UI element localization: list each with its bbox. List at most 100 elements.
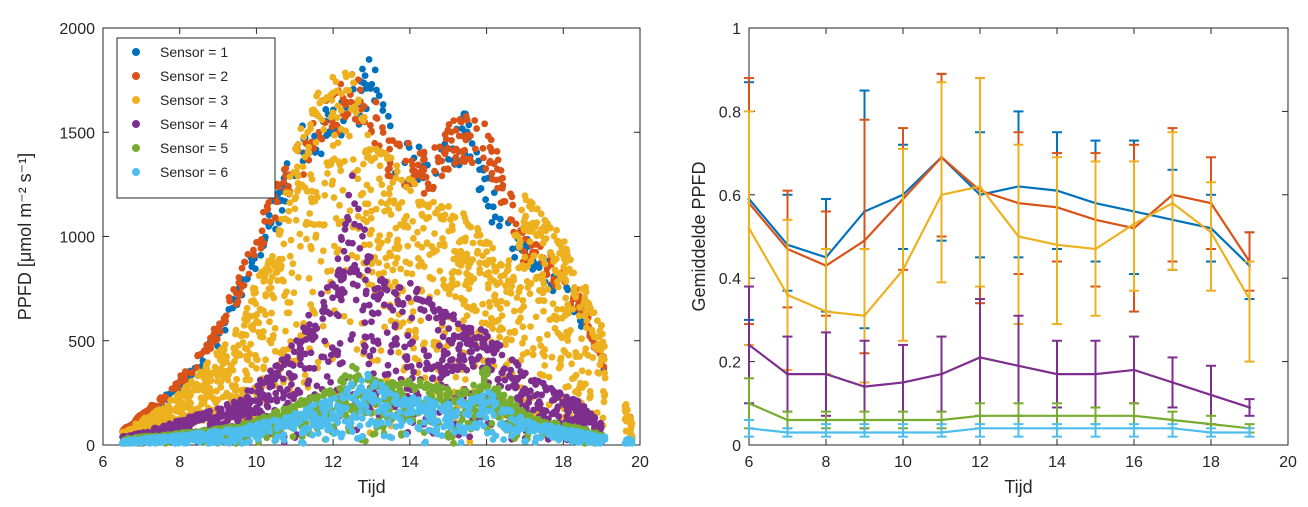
scatter-point-sensor-4	[366, 352, 374, 360]
scatter-point-sensor-4	[559, 398, 567, 406]
scatter-point-sensor-2	[386, 165, 393, 172]
scatter-point-sensor-3	[550, 232, 558, 240]
scatter-point-sensor-6	[479, 401, 487, 409]
scatter-point-sensor-2	[395, 140, 403, 148]
scatter-point-sensor-2	[260, 208, 267, 216]
y-tick-label: 1	[732, 21, 741, 38]
scatter-point-sensor-1	[476, 166, 483, 173]
scatter-point-sensor-3	[260, 277, 268, 285]
scatter-point-sensor-4	[498, 351, 506, 359]
scatter-point-sensor-4	[399, 308, 406, 316]
scatter-point-sensor-5	[297, 396, 305, 404]
scatter-point-sensor-3	[463, 277, 471, 285]
scatter-point-sensor-4	[272, 362, 280, 370]
scatter-point-sensor-2	[333, 121, 341, 129]
scatter-point-sensor-4	[352, 296, 360, 304]
scatter-point-sensor-3	[275, 231, 283, 238]
scatter-point-sensor-2	[509, 201, 517, 209]
scatter-point-sensor-3	[282, 327, 289, 335]
scatter-point-sensor-3	[297, 242, 304, 250]
legend-marker-sensor-1	[132, 48, 140, 56]
scatter-point-sensor-6	[499, 407, 507, 415]
scatter-point-sensor-6	[407, 418, 415, 426]
scatter-point-sensor-3	[361, 241, 368, 249]
scatter-point-sensor-3	[562, 294, 570, 302]
scatter-point-sensor-2	[366, 121, 374, 129]
scatter-point-sensor-3	[294, 140, 302, 148]
scatter-point-sensor-3	[273, 268, 281, 276]
scatter-point-sensor-3	[464, 221, 472, 229]
scatter-point-sensor-1	[415, 143, 423, 151]
scatter-point-sensor-2	[280, 178, 288, 186]
scatter-point-sensor-5	[475, 384, 483, 392]
data-point	[978, 355, 982, 359]
scatter-point-sensor-2	[234, 298, 242, 305]
scatter-point-sensor-3	[448, 222, 456, 230]
scatter-point-sensor-3	[363, 181, 371, 189]
scatter-point-sensor-3	[225, 371, 232, 379]
scatter-point-sensor-6	[148, 434, 156, 442]
scatter-point-sensor-4	[288, 380, 295, 388]
scatter-point-sensor-6	[247, 430, 255, 438]
scatter-point-sensor-3	[275, 262, 283, 270]
scatter-point-sensor-2	[237, 290, 244, 297]
scatter-point-sensor-3	[408, 270, 416, 278]
scatter-point-sensor-3	[569, 305, 577, 313]
scatter-point-sensor-3	[333, 249, 341, 257]
scatter-point-sensor-3	[393, 168, 401, 175]
scatter-point-sensor-6	[521, 437, 528, 445]
x-tick-label: 16	[478, 454, 496, 471]
scatter-point-sensor-3	[518, 261, 526, 269]
scatter-point-sensor-6	[453, 408, 461, 416]
scatter-point-sensor-3	[463, 250, 471, 258]
scatter-point-sensor-3	[469, 256, 477, 264]
scatter-point-sensor-4	[434, 361, 442, 369]
scatter-point-sensor-3	[483, 261, 491, 268]
scatter-point-sensor-2	[250, 251, 258, 259]
data-point	[1171, 201, 1174, 205]
scatter-point-sensor-3	[551, 324, 559, 332]
scatter-point-sensor-2	[460, 154, 467, 162]
scatter-point-sensor-3	[207, 387, 215, 395]
scatter-point-sensor-3	[217, 383, 225, 391]
scatter-point-sensor-1	[495, 222, 503, 230]
scatter-point-sensor-4	[445, 337, 453, 344]
scatter-point-sensor-3	[493, 300, 501, 308]
scatter-point-sensor-3	[305, 149, 313, 157]
scatter-point-sensor-3	[194, 386, 202, 394]
scatter-point-sensor-3	[268, 273, 276, 281]
scatter-point-sensor-4	[519, 372, 527, 379]
scatter-point-sensor-3	[368, 207, 375, 215]
scatter-point-sensor-3	[545, 373, 553, 381]
scatter-point-sensor-3	[307, 242, 315, 250]
scatter-point-sensor-4	[267, 377, 275, 385]
scatter-point-sensor-3	[587, 309, 595, 317]
scatter-point-sensor-3	[520, 303, 528, 311]
scatter-point-sensor-3	[445, 227, 453, 235]
scatter-point-sensor-4	[457, 362, 465, 370]
scatter-point-sensor-3	[233, 375, 241, 383]
scatter-point-sensor-3	[539, 270, 547, 278]
scatter-point-sensor-6	[168, 432, 176, 440]
scatter-point-sensor-3	[485, 298, 493, 306]
scatter-point-sensor-4	[423, 352, 430, 360]
x-tick-label: 12	[971, 454, 989, 471]
scatter-point-sensor-3	[627, 425, 635, 433]
scatter-point-sensor-6	[233, 429, 241, 437]
scatter-point-sensor-6	[397, 422, 405, 430]
scatter-point-sensor-4	[384, 361, 392, 369]
scatter-point-sensor-4	[483, 346, 491, 354]
scatter-point-sensor-4	[345, 191, 353, 199]
scatter-point-sensor-3	[392, 224, 400, 232]
scatter-point-sensor-3	[389, 179, 397, 186]
line-chart-gemiddelde-ppfd: 6 8 10 12 14 16 18 2000.20.40.60.81TijdGemiddel…	[689, 21, 1297, 497]
scatter-point-sensor-4	[429, 374, 437, 382]
scatter-point-sensor-3	[580, 298, 588, 306]
scatter-point-sensor-3	[505, 257, 513, 264]
scatter-point-sensor-1	[384, 112, 392, 120]
scatter-point-sensor-3	[229, 366, 237, 374]
scatter-point-sensor-3	[463, 303, 471, 311]
scatter-point-sensor-6	[347, 419, 355, 427]
scatter-point-sensor-6	[544, 430, 552, 438]
scatter-point-sensor-3	[399, 319, 407, 327]
